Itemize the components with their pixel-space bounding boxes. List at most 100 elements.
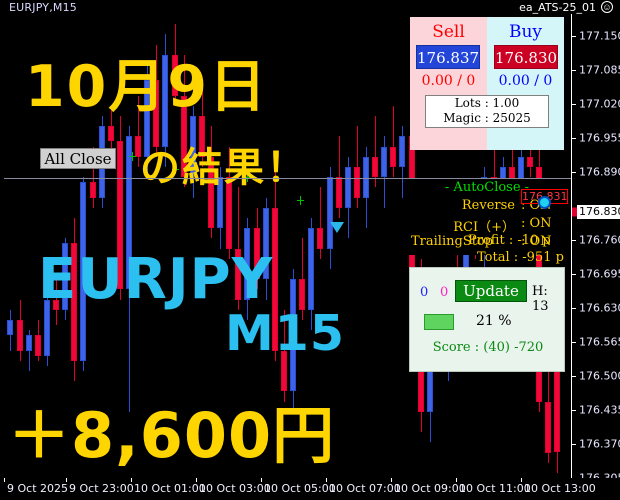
- price-level-line[interactable]: [4, 178, 571, 179]
- autoclose-row-1-key: RCI（+）: [453, 220, 515, 235]
- price-tick-label: 176.630: [579, 301, 620, 315]
- time-tick: [66, 478, 67, 482]
- overlay-profit-amount-text: ＋8,600円: [8, 399, 336, 472]
- sell-label: Sell: [432, 22, 465, 42]
- lots-row: Lots : 1.00: [454, 96, 520, 110]
- candle-body: [399, 136, 405, 167]
- price-tick: [572, 104, 576, 105]
- candle-body: [135, 136, 141, 157]
- trade-panel: Sell Buy 176.837 176.830 0.00 / 0 0.00 /…: [410, 17, 564, 150]
- candle-wick: [512, 126, 513, 198]
- price-tick-label: 176.695: [579, 267, 620, 281]
- price-axis[interactable]: 177.150 177.085 177.020 176.955 176.890 176.7…: [572, 14, 620, 485]
- price-tick-label: 176.370: [579, 437, 620, 451]
- update-panel: 0 0 Update H: 13 21 % Score : (40) -720: [409, 267, 565, 372]
- candle-wick: [138, 95, 139, 167]
- candle-body: [44, 299, 50, 356]
- time-tick-label: 9 Oct 2025: [7, 482, 69, 495]
- candle-body: [190, 115, 196, 178]
- score-label: Score : (40) -720: [432, 340, 544, 355]
- buy-price-button[interactable]: 176.830: [494, 45, 558, 69]
- time-tick-label: 10 Oct 07:00: [329, 482, 401, 495]
- hour-label: H: 13: [532, 284, 549, 314]
- update-button[interactable]: Update: [455, 280, 527, 302]
- candle-body: [272, 207, 278, 351]
- candle-body: [372, 156, 378, 178]
- current-price-label: 176.830: [577, 205, 620, 219]
- time-tick: [391, 478, 392, 482]
- percent-label: 21 %: [476, 313, 512, 329]
- candle-body: [7, 319, 13, 336]
- ea-name-label: ea_ATS-25_01: [519, 1, 596, 14]
- sell-price-button[interactable]: 176.837: [416, 45, 480, 69]
- candle-wick: [93, 146, 94, 208]
- time-tick: [521, 478, 522, 482]
- price-tick-label: 177.085: [579, 63, 620, 77]
- price-tick-label: 177.150: [579, 29, 620, 43]
- candle-body: [208, 156, 214, 229]
- candle-body: [317, 228, 323, 249]
- candle-wick: [302, 238, 303, 320]
- signal-cross-icon: [300, 196, 301, 205]
- time-tick-label: 10 Oct 11:00: [459, 482, 531, 495]
- price-tick: [572, 342, 576, 343]
- time-tick-label: 9 Oct 23:00: [69, 482, 134, 495]
- candle-body: [199, 115, 205, 157]
- signal-cross-icon: [175, 165, 176, 174]
- candle-body: [172, 54, 178, 96]
- current-price-marker: [572, 207, 577, 217]
- candle-body: [162, 54, 168, 147]
- candle-body: [217, 177, 223, 229]
- time-tick-label: 10 Oct 09:00: [394, 482, 466, 495]
- price-tick-label: 176.500: [579, 369, 620, 383]
- autoclose-title: - AutoClose -: [444, 180, 530, 195]
- autoclose-row-2-key: TrailingStop: [411, 234, 494, 249]
- autoclose-panel: - AutoClose - Reverse : ON RCI（+） : ON T…: [409, 178, 565, 265]
- status-indicator-square: [424, 314, 454, 330]
- symbol-timeframe-label: EURJPY,M15: [9, 1, 77, 14]
- chart-title-bar: EURJPY,M15 ea_ATS-25_01 ☺: [0, 0, 620, 14]
- candle-wick: [238, 187, 239, 310]
- candle-body: [308, 228, 314, 310]
- buy-lots-orders: 0.00 / 0: [498, 73, 553, 89]
- candle-body: [354, 166, 360, 198]
- autoclose-row-1-value[interactable]: : ON: [521, 216, 552, 231]
- candle-body: [363, 156, 369, 198]
- candle-body: [26, 335, 32, 351]
- autoclose-profit-text: Profit : -10 p: [468, 233, 551, 248]
- candle-body: [336, 177, 342, 208]
- price-tick: [572, 410, 576, 411]
- sell-lots-orders: 0.00 / 0: [421, 73, 476, 89]
- all-close-button[interactable]: All Close: [40, 148, 116, 169]
- price-tick: [572, 138, 576, 139]
- price-tick-label: 176.955: [579, 131, 620, 145]
- time-tick-label: 10 Oct 13:00: [524, 482, 596, 495]
- price-tick: [572, 36, 576, 37]
- price-tick-label: 177.020: [579, 97, 620, 111]
- candle-body: [290, 279, 296, 392]
- candle-body: [381, 146, 387, 178]
- counter-magenta: 0: [440, 285, 449, 300]
- smiley-face-icon: ☺: [601, 1, 613, 13]
- candle-body: [62, 243, 68, 310]
- price-tick: [572, 376, 576, 377]
- candle-body: [126, 136, 132, 290]
- candle-body: [554, 360, 560, 453]
- sell-arrow-icon: [330, 222, 344, 233]
- candle-body: [545, 401, 551, 453]
- autoclose-total-text: Total : -951 p: [477, 250, 564, 265]
- price-tick: [572, 308, 576, 309]
- candle-body: [90, 182, 96, 198]
- autoclose-row-2-value[interactable]: : ON: [521, 234, 552, 249]
- autoclose-row-0-key: Reverse: [461, 198, 515, 213]
- signal-cross-icon: [247, 173, 248, 182]
- price-tick-label: 176.565: [579, 335, 620, 349]
- price-tick: [572, 274, 576, 275]
- price-tick: [572, 172, 576, 173]
- candle-wick: [320, 187, 321, 259]
- time-axis[interactable]: 9 Oct 2025 9 Oct 23:00 10 Oct 01:00 10 Oct …: [0, 478, 620, 500]
- candle-body: [527, 156, 533, 167]
- candle-body: [345, 166, 351, 208]
- overlay-date-text: 10月9日: [25, 54, 268, 120]
- candle-body: [80, 182, 86, 361]
